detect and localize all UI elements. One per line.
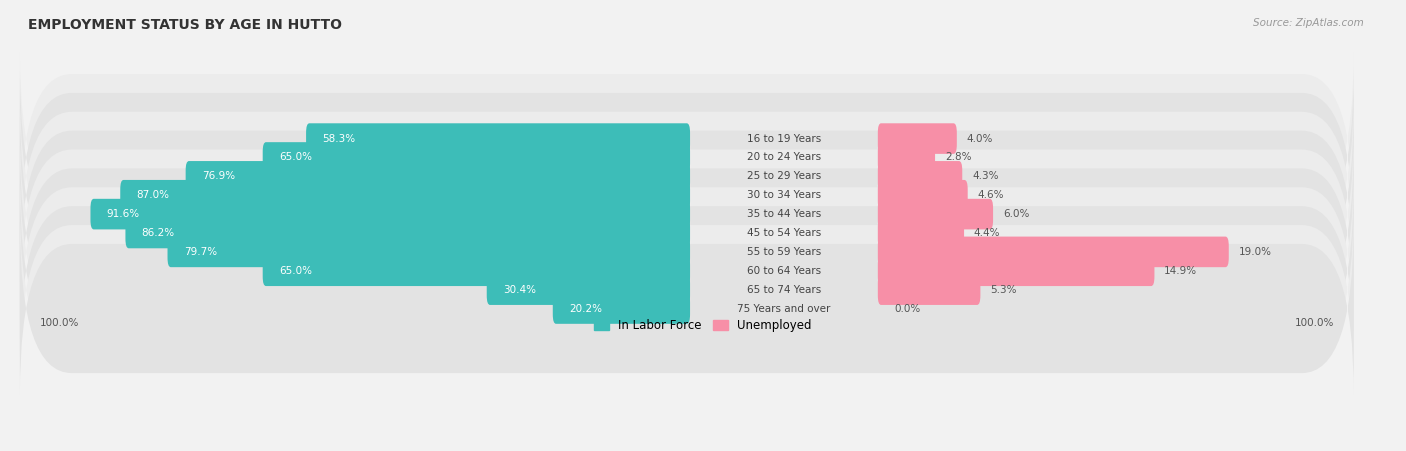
Text: 4.4%: 4.4% (974, 228, 1000, 238)
FancyBboxPatch shape (20, 203, 1354, 376)
FancyBboxPatch shape (877, 180, 967, 211)
Text: 65.0%: 65.0% (278, 266, 312, 276)
Text: 5.3%: 5.3% (990, 285, 1017, 295)
FancyBboxPatch shape (20, 90, 1354, 263)
FancyBboxPatch shape (90, 199, 690, 230)
FancyBboxPatch shape (307, 123, 690, 154)
FancyBboxPatch shape (553, 293, 690, 324)
Text: 14.9%: 14.9% (1164, 266, 1198, 276)
Text: 30 to 34 Years: 30 to 34 Years (747, 190, 821, 200)
Text: 20 to 24 Years: 20 to 24 Years (747, 152, 821, 162)
Text: 30.4%: 30.4% (503, 285, 536, 295)
Text: 25 to 29 Years: 25 to 29 Years (747, 171, 821, 181)
Text: 65.0%: 65.0% (278, 152, 312, 162)
Text: 86.2%: 86.2% (142, 228, 174, 238)
Text: 4.3%: 4.3% (972, 171, 998, 181)
FancyBboxPatch shape (877, 237, 1229, 267)
Text: 60 to 64 Years: 60 to 64 Years (747, 266, 821, 276)
Text: 65 to 74 Years: 65 to 74 Years (747, 285, 821, 295)
FancyBboxPatch shape (877, 274, 980, 305)
FancyBboxPatch shape (20, 184, 1354, 357)
FancyBboxPatch shape (20, 109, 1354, 282)
Text: 4.0%: 4.0% (966, 133, 993, 143)
Text: 20.2%: 20.2% (569, 304, 602, 313)
Text: Source: ZipAtlas.com: Source: ZipAtlas.com (1253, 18, 1364, 28)
FancyBboxPatch shape (20, 166, 1354, 338)
FancyBboxPatch shape (263, 255, 690, 286)
Text: 100.0%: 100.0% (1295, 318, 1334, 328)
Text: 2.8%: 2.8% (945, 152, 972, 162)
FancyBboxPatch shape (877, 218, 965, 249)
FancyBboxPatch shape (20, 222, 1354, 395)
FancyBboxPatch shape (167, 237, 690, 267)
FancyBboxPatch shape (125, 218, 690, 249)
FancyBboxPatch shape (121, 180, 690, 211)
FancyBboxPatch shape (486, 274, 690, 305)
FancyBboxPatch shape (20, 128, 1354, 300)
FancyBboxPatch shape (20, 71, 1354, 244)
Legend: In Labor Force, Unemployed: In Labor Force, Unemployed (595, 319, 811, 332)
Text: 100.0%: 100.0% (39, 318, 79, 328)
Text: 91.6%: 91.6% (107, 209, 139, 219)
Text: 79.7%: 79.7% (184, 247, 217, 257)
Text: 87.0%: 87.0% (136, 190, 170, 200)
Text: 55 to 59 Years: 55 to 59 Years (747, 247, 821, 257)
Text: 6.0%: 6.0% (1002, 209, 1029, 219)
FancyBboxPatch shape (877, 142, 935, 173)
FancyBboxPatch shape (877, 199, 993, 230)
Text: 58.3%: 58.3% (322, 133, 356, 143)
Text: 75 Years and over: 75 Years and over (737, 304, 831, 313)
FancyBboxPatch shape (20, 52, 1354, 225)
Text: 19.0%: 19.0% (1239, 247, 1271, 257)
FancyBboxPatch shape (263, 142, 690, 173)
FancyBboxPatch shape (186, 161, 690, 192)
FancyBboxPatch shape (877, 255, 1154, 286)
Text: 45 to 54 Years: 45 to 54 Years (747, 228, 821, 238)
Text: 76.9%: 76.9% (202, 171, 235, 181)
FancyBboxPatch shape (20, 147, 1354, 319)
Text: 4.6%: 4.6% (977, 190, 1004, 200)
Text: 0.0%: 0.0% (894, 304, 921, 313)
Text: EMPLOYMENT STATUS BY AGE IN HUTTO: EMPLOYMENT STATUS BY AGE IN HUTTO (28, 18, 342, 32)
FancyBboxPatch shape (877, 123, 957, 154)
FancyBboxPatch shape (877, 161, 962, 192)
Text: 35 to 44 Years: 35 to 44 Years (747, 209, 821, 219)
Text: 16 to 19 Years: 16 to 19 Years (747, 133, 821, 143)
